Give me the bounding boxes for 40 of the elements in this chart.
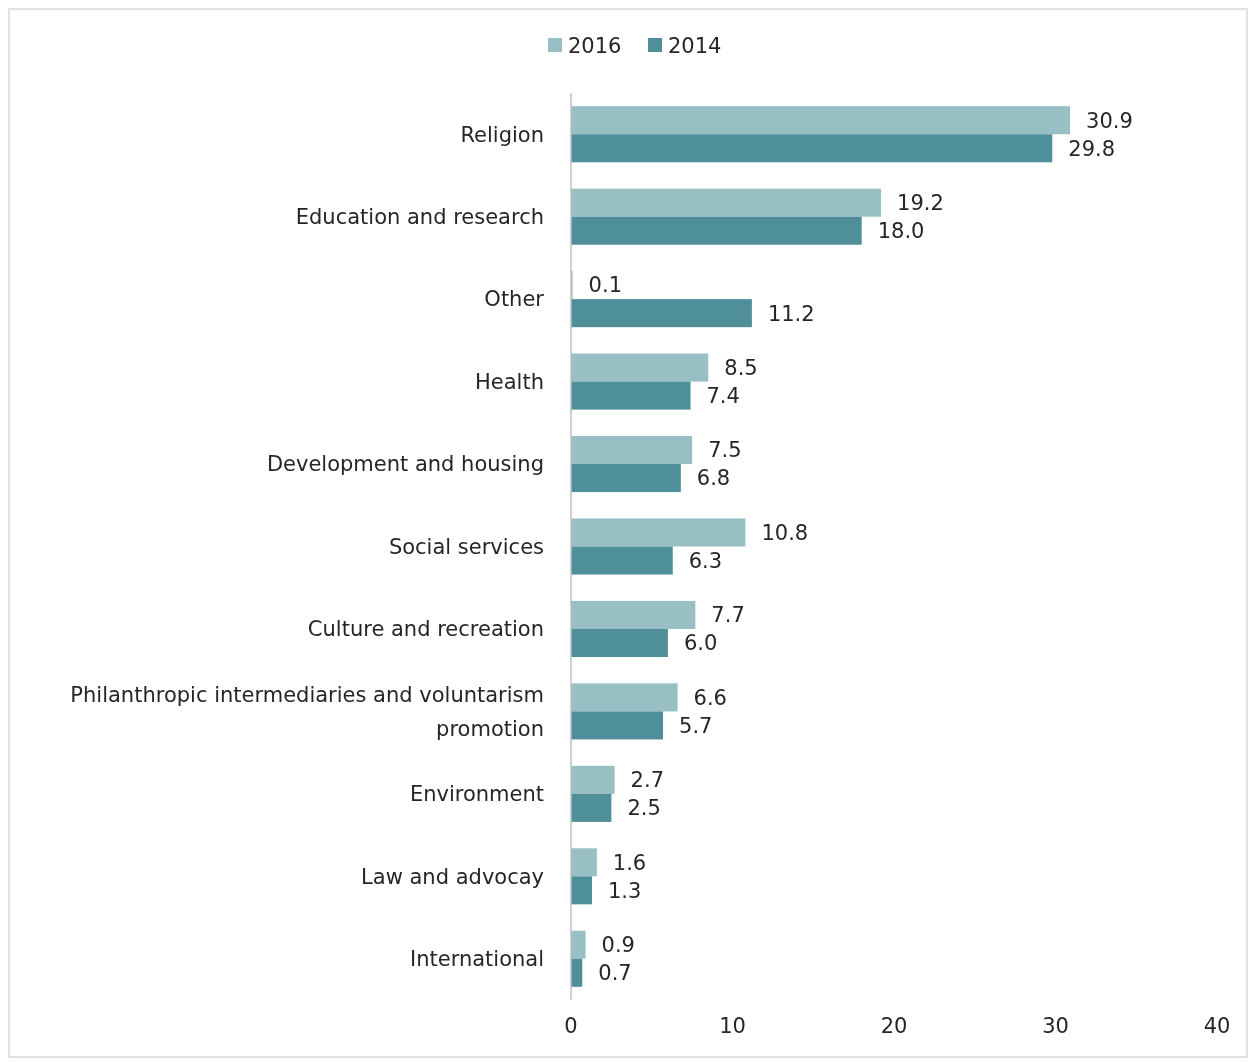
data-label: 1.3 xyxy=(607,878,642,903)
data-label: 7.5 xyxy=(708,438,742,463)
x-tick-label: 20 xyxy=(880,1014,908,1038)
y-tick-label: Culture and recreation xyxy=(307,617,544,642)
legend-label: 2014 xyxy=(668,34,722,59)
data-label: 5.7 xyxy=(679,713,713,738)
data-label: 10.8 xyxy=(761,520,809,545)
data-label: 0.1 xyxy=(588,273,623,298)
data-label: 19.2 xyxy=(897,191,944,216)
data-label: 7.4 xyxy=(706,383,740,408)
data-label: 7.7 xyxy=(711,603,745,628)
data-label: 30.9 xyxy=(1086,108,1133,133)
data-label: 6.6 xyxy=(693,685,727,710)
data-label: 0.9 xyxy=(601,933,635,958)
data-label: 11.2 xyxy=(767,301,815,326)
x-tick-label: 30 xyxy=(1042,1014,1069,1038)
data-label: 1.6 xyxy=(612,850,647,875)
x-tick-label: 10 xyxy=(719,1014,746,1038)
y-tick-label: Health xyxy=(475,369,544,394)
data-label: 6.0 xyxy=(683,631,718,656)
data-label: 18.0 xyxy=(877,219,925,244)
data-label: 29.8 xyxy=(1068,136,1116,161)
data-label: 2.7 xyxy=(630,768,665,793)
x-tick-label: 40 xyxy=(1203,1014,1231,1038)
y-tick-label: Law and advocay xyxy=(361,864,544,889)
y-tick-label: Social services xyxy=(388,534,544,559)
y-tick-label: Environment xyxy=(409,782,544,807)
data-label: 8.5 xyxy=(724,355,758,380)
data-label: 6.8 xyxy=(696,466,731,491)
data-label: 0.7 xyxy=(598,961,632,986)
legend-label: 2016 xyxy=(568,34,622,59)
data-label: 2.5 xyxy=(627,796,661,821)
y-tick-label: Religion xyxy=(460,122,544,147)
data-label: 6.3 xyxy=(688,548,723,573)
x-tick-label: 0 xyxy=(564,1014,578,1038)
y-tick-label: Other xyxy=(484,287,545,312)
y-tick-label: Development and housing xyxy=(266,452,544,477)
y-tick-label: Philanthropic intermediaries and voluntarism promotion xyxy=(70,682,544,741)
y-tick-label: International xyxy=(409,947,544,972)
y-tick-label: Education and research xyxy=(295,205,544,230)
